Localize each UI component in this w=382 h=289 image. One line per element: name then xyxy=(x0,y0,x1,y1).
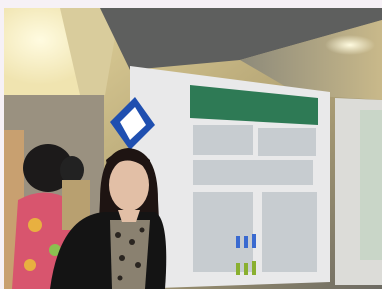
photo xyxy=(0,0,382,289)
poster-right xyxy=(360,110,382,260)
pattern xyxy=(28,218,42,232)
ceiling-light-right xyxy=(325,35,375,55)
page: (() => { const data = JSON.parse(documen… xyxy=(0,0,382,289)
pattern xyxy=(24,259,36,271)
person-back-hair xyxy=(60,156,84,184)
border-left xyxy=(0,0,4,289)
woman-face xyxy=(109,159,149,211)
border-top xyxy=(0,0,382,8)
